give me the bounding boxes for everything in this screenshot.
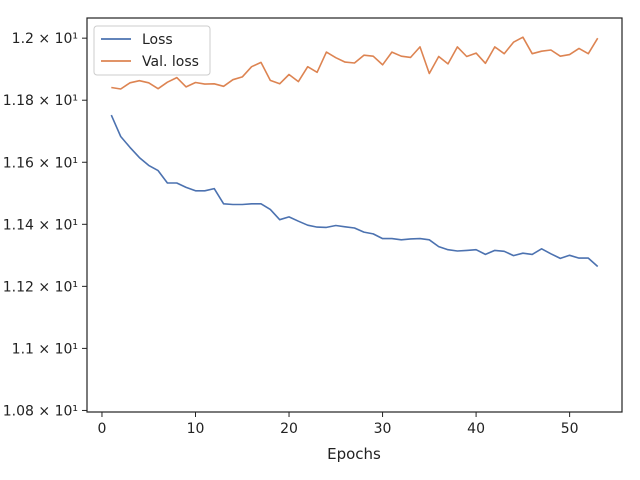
x-tick-label: 30 xyxy=(374,421,392,437)
y-tick-label: 1.08 × 10¹ xyxy=(3,403,78,419)
y-tick-label: 1.12 × 10¹ xyxy=(3,279,78,295)
legend-label-loss: Loss xyxy=(142,32,173,48)
y-axis: 1.08 × 10¹ 1.1 × 10¹ 1.12 × 10¹ 1.14 × 10¹ 1… xyxy=(3,31,87,419)
x-axis: 0 10 20 30 40 50 xyxy=(98,412,579,437)
x-tick-label: 40 xyxy=(467,421,485,437)
legend: Loss Val. loss xyxy=(93,25,211,76)
series-line-val-loss xyxy=(111,36,599,90)
y-tick-label: 1.18 × 10¹ xyxy=(3,93,78,109)
series-lines xyxy=(110,36,599,268)
y-tick-label: 1.2 × 10¹ xyxy=(12,31,78,47)
legend-label-val-loss: Val. loss xyxy=(142,54,199,70)
plot-area xyxy=(86,17,623,413)
x-tick-label: 50 xyxy=(561,421,579,437)
x-axis-label: Epochs xyxy=(327,445,381,463)
x-tick-label: 10 xyxy=(187,421,205,437)
x-tick-label: 20 xyxy=(280,421,298,437)
y-tick-label: 1.16 × 10¹ xyxy=(3,155,78,171)
y-tick-label: 1.1 × 10¹ xyxy=(12,341,78,357)
series-line-loss xyxy=(110,114,599,268)
y-tick-label: 1.14 × 10¹ xyxy=(3,217,78,233)
x-tick-label: 0 xyxy=(98,421,107,437)
